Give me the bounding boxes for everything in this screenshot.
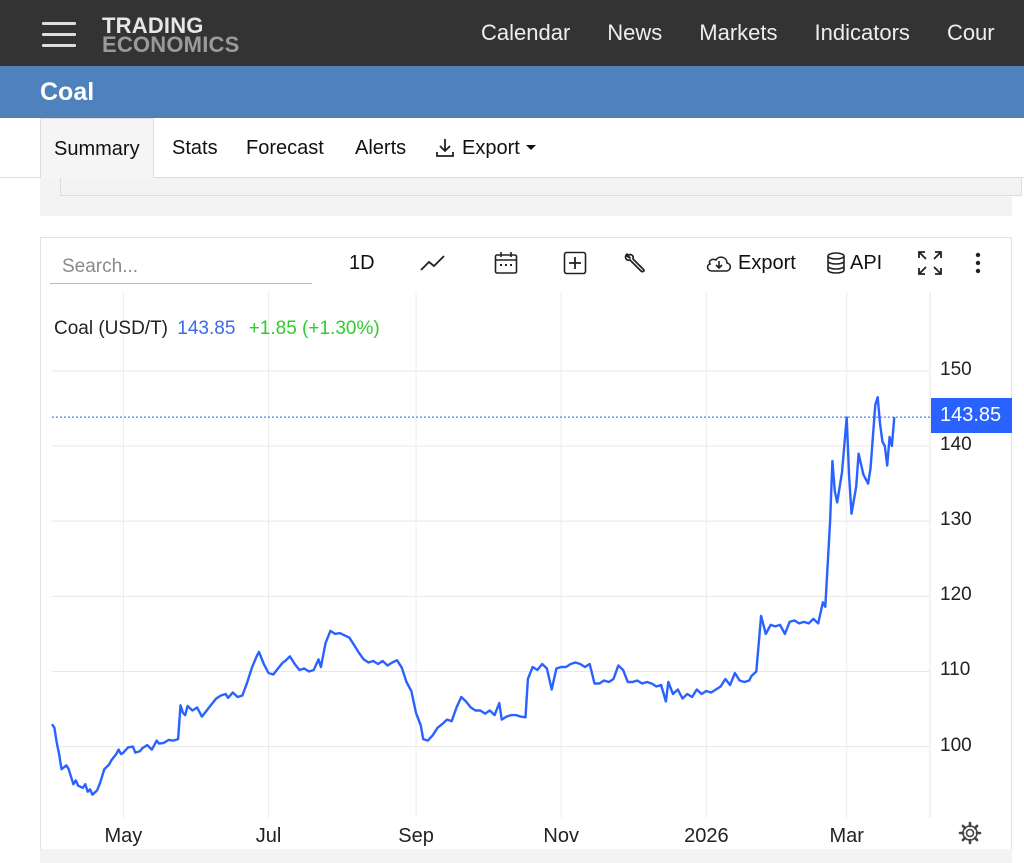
settings-gear-icon[interactable] — [958, 821, 982, 845]
tab-forecast[interactable]: Forecast — [246, 137, 324, 159]
legend-change: +1.85 (+1.30%) — [248, 318, 380, 339]
chart-legend: Coal (USD/T) 143.85 +1.85 (+1.30%) — [54, 318, 380, 340]
compare-button[interactable] — [562, 247, 588, 279]
chart-panel — [40, 237, 1012, 863]
x-tick-label: 2026 — [684, 825, 729, 847]
logo-line-2: ECONOMICS — [102, 31, 240, 57]
x-tick-label: Mar — [829, 825, 864, 847]
calendar-icon — [494, 252, 518, 274]
chart-search-input[interactable] — [50, 250, 312, 284]
database-icon — [827, 252, 845, 274]
summary-area — [40, 178, 1022, 216]
tab-alerts[interactable]: Alerts — [355, 137, 407, 159]
tab-summary[interactable]: Summary — [40, 118, 154, 179]
bottom-band — [40, 849, 1012, 863]
nav-link-countries[interactable]: Cour — [946, 20, 995, 45]
timeframe-label: 1D — [349, 251, 375, 274]
x-tick-label: Sep — [398, 825, 434, 847]
indicators-button[interactable] — [622, 247, 648, 279]
tab-export-label: Export — [462, 137, 520, 159]
expand-icon — [918, 251, 942, 275]
chart-type-button[interactable] — [419, 247, 447, 279]
y-tick-label: 110 — [940, 659, 971, 681]
y-tick-label: 130 — [940, 509, 972, 531]
logo-line-1: TRADING — [102, 13, 204, 38]
tab-export[interactable]: Export — [434, 118, 538, 178]
plus-square-icon — [563, 251, 587, 275]
cloud-download-icon — [706, 256, 732, 272]
line-chart-icon — [420, 255, 445, 271]
y-tick-label: 100 — [940, 734, 972, 756]
nav-link-news[interactable]: News — [607, 20, 663, 45]
wrench-icon — [624, 253, 645, 273]
more-options-button[interactable] — [970, 247, 986, 279]
x-tick-label: Nov — [543, 825, 579, 847]
download-icon — [436, 139, 454, 157]
fullscreen-button[interactable] — [916, 247, 944, 279]
nav-links: Calendar News Markets Indicators Cour — [481, 0, 1024, 66]
chart-grid — [52, 292, 931, 818]
page-title: Coal — [40, 78, 95, 106]
api-button[interactable]: API — [825, 247, 882, 279]
top-nav: TRADING ECONOMICS Calendar News Markets … — [0, 0, 1024, 66]
menu-icon[interactable] — [42, 22, 76, 48]
trading-economics-logo[interactable]: TRADING ECONOMICS — [102, 13, 240, 57]
api-label: API — [850, 251, 883, 274]
x-tick-label: Jul — [255, 825, 282, 847]
chart-export-label: Export — [738, 251, 796, 274]
y-tick-label: 140 — [940, 434, 972, 456]
kebab-menu-icon — [975, 252, 981, 274]
nav-link-markets[interactable]: Markets — [699, 20, 778, 45]
coal-price-line — [50, 396, 896, 796]
nav-link-calendar[interactable]: Calendar — [481, 20, 571, 45]
y-tick-label: 120 — [940, 584, 972, 606]
nav-link-indicators[interactable]: Indicators — [814, 20, 910, 45]
chart-export-button[interactable]: Export — [704, 247, 796, 279]
last-price-tag: 143.85 — [931, 398, 1012, 433]
y-tick-label: 150 — [940, 358, 972, 380]
title-bar: Coal — [0, 66, 1024, 118]
legend-series-name: Coal (USD/T) — [54, 318, 169, 339]
timeframe-button[interactable]: 1D — [349, 247, 375, 279]
date-range-button[interactable] — [493, 247, 519, 279]
tab-stats[interactable]: Stats — [172, 137, 218, 159]
legend-price: 143.85 — [177, 318, 236, 339]
x-tick-label: May — [104, 825, 143, 847]
tabs-bar: Summary Stats Forecast Alerts Export — [0, 118, 1024, 179]
caret-down-icon — [525, 145, 536, 150]
summary-box — [60, 178, 1022, 196]
